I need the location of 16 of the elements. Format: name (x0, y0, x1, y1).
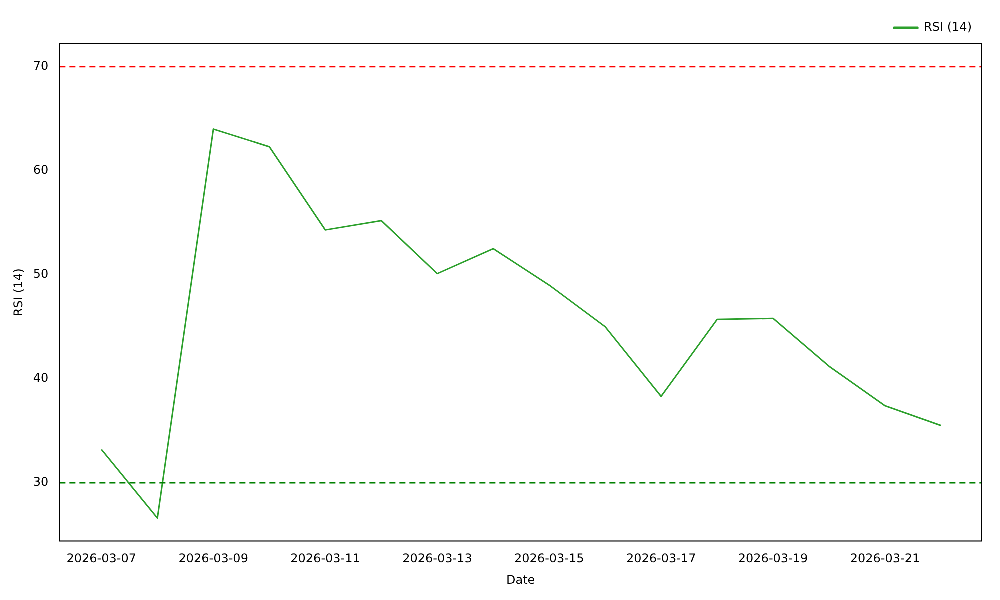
x-tick-label: 2026-03-07 (66, 552, 137, 566)
x-tick-label: 2026-03-15 (514, 552, 584, 566)
x-tick-label: 2026-03-13 (402, 552, 472, 566)
legend-label: RSI (14) (924, 20, 972, 34)
y-tick-label: 30 (33, 475, 49, 490)
x-tick-label: 2026-03-11 (290, 552, 360, 566)
y-tick-label: 70 (33, 59, 49, 74)
x-tick-label: 2026-03-09 (178, 552, 248, 566)
x-tick-label: 2026-03-17 (626, 552, 696, 566)
y-tick-label: 50 (33, 267, 49, 282)
x-tick-label: 2026-03-21 (850, 552, 920, 566)
y-tick-label: 40 (33, 371, 49, 386)
x-axis-title: Date (506, 572, 536, 587)
y-axis-title: RSI (14) (11, 268, 26, 317)
x-tick-label: 2026-03-19 (738, 552, 808, 566)
y-tick-label: 60 (33, 163, 49, 178)
